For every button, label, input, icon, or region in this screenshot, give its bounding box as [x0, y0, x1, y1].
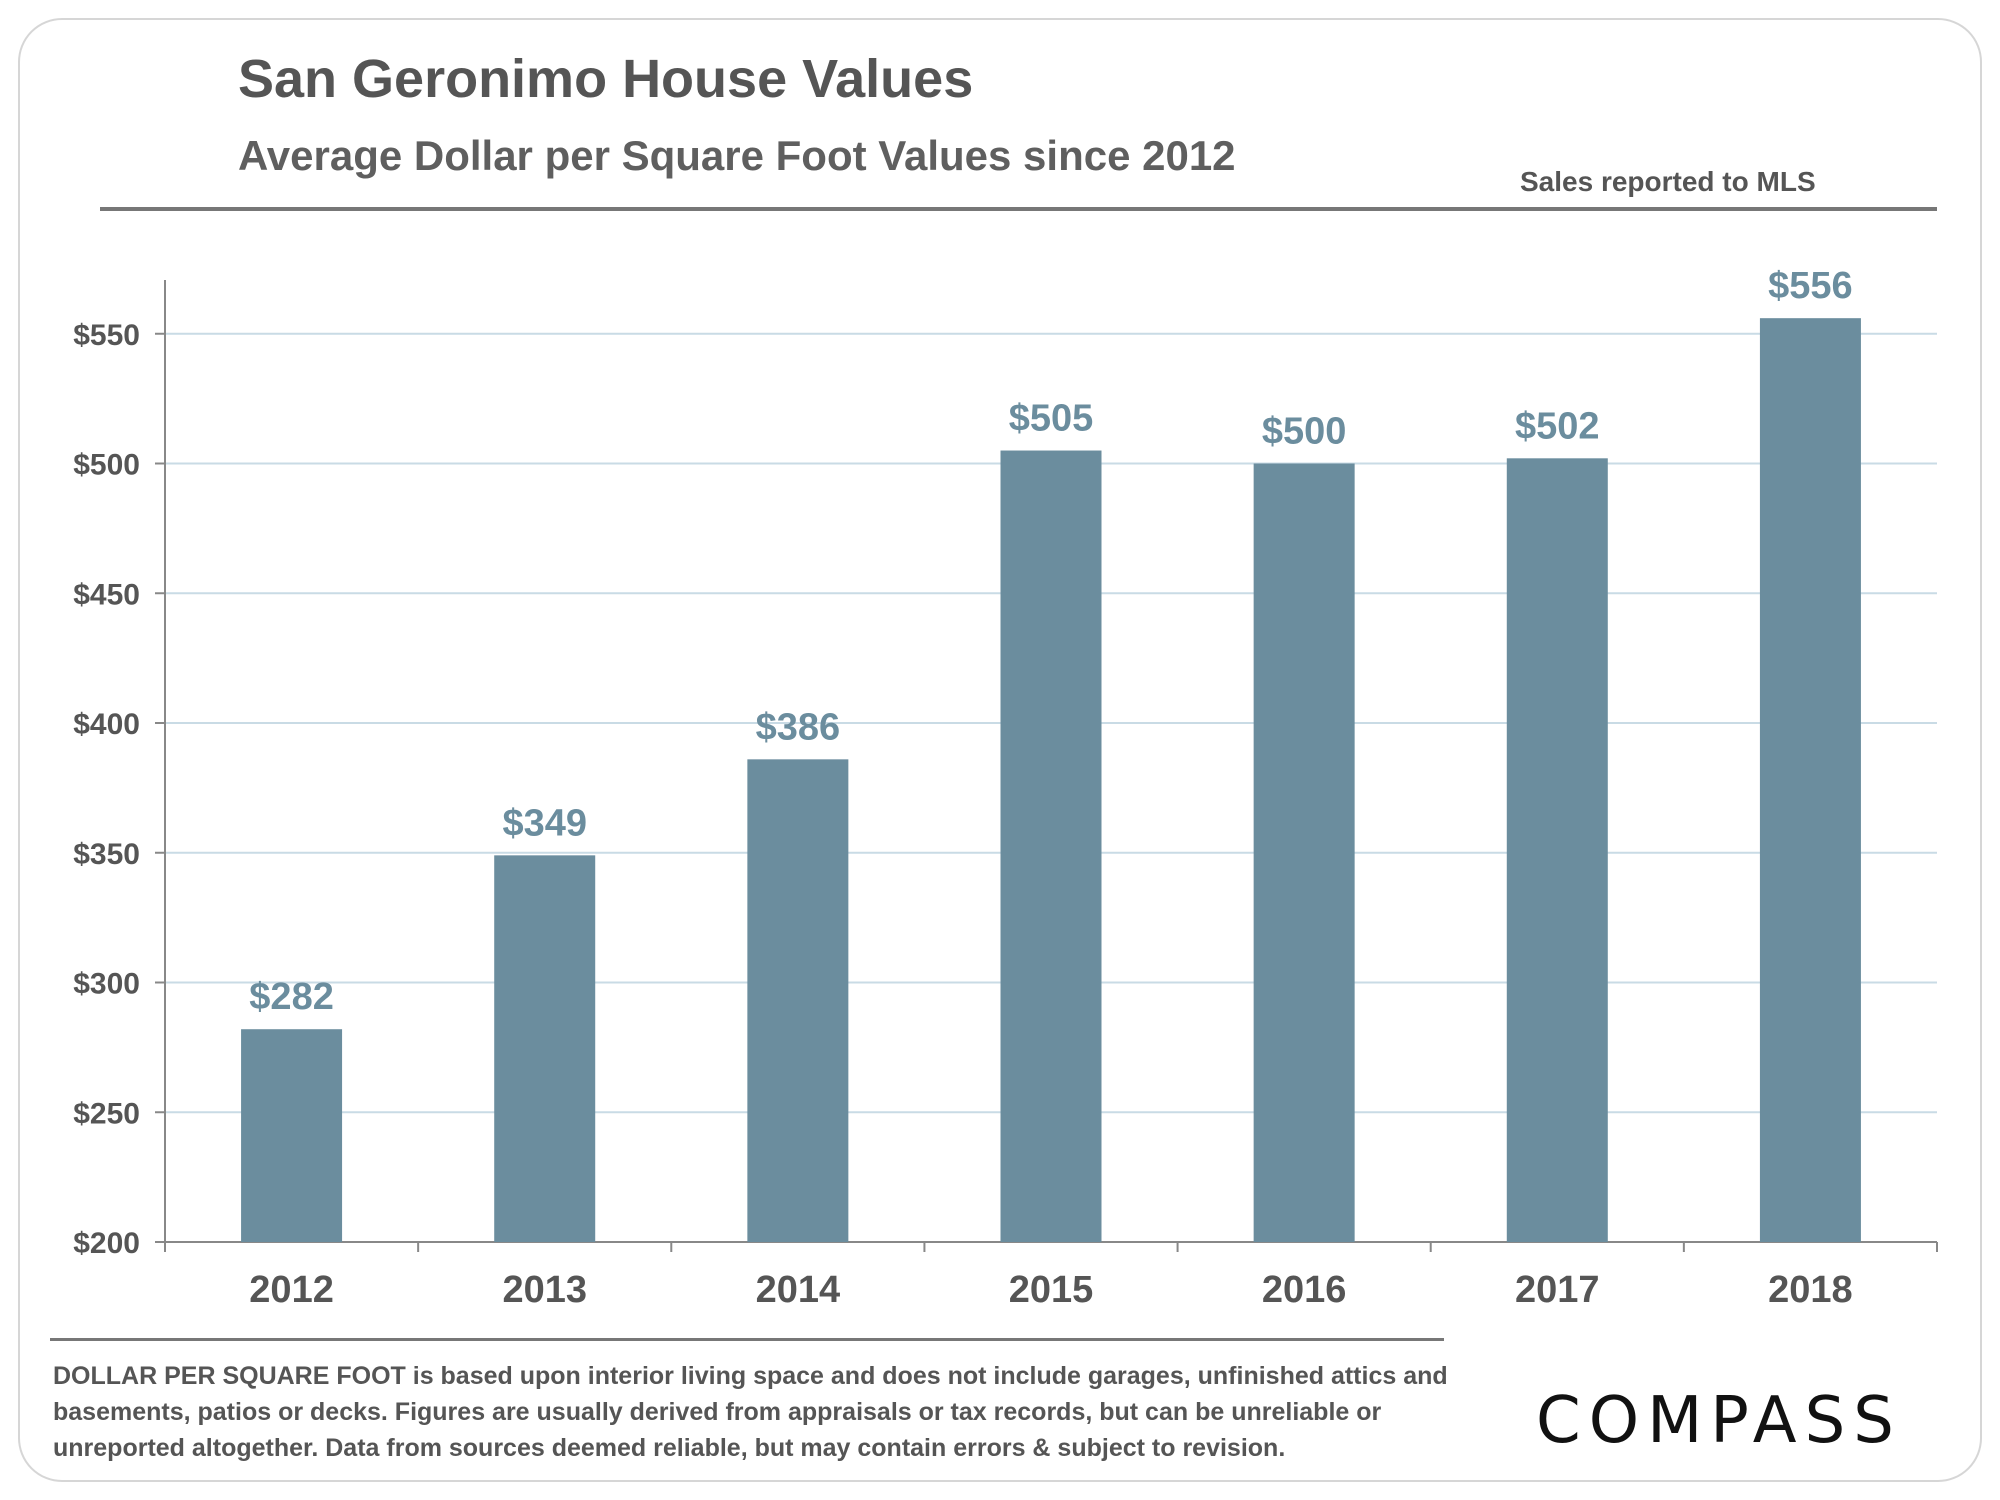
- data-label-2014: $386: [756, 706, 841, 748]
- bar-2014: [747, 759, 849, 1242]
- ytick-label-400: $400: [73, 708, 140, 741]
- bar-2015: [1000, 450, 1102, 1242]
- bar-2018: [1759, 318, 1861, 1242]
- footnote-lead: DOLLAR PER SQUARE FOOT: [53, 1362, 406, 1390]
- ytick-label-200: $200: [73, 1227, 140, 1260]
- footnote-body: is based upon interior living space and …: [53, 1362, 1448, 1462]
- data-label-2018: $556: [1768, 265, 1853, 307]
- data-label-2017: $502: [1515, 405, 1600, 447]
- header-divider: [100, 207, 1937, 211]
- source-note: Sales reported to MLS: [1520, 166, 1816, 197]
- xtick-label-2016: 2016: [1262, 1269, 1347, 1311]
- ytick-label-550: $550: [73, 319, 140, 352]
- chart-title: San Geronimo House Values: [238, 49, 974, 109]
- data-label-2013: $349: [502, 802, 587, 844]
- bar-2016: [1253, 463, 1355, 1242]
- compass-logo: COMPASS: [1536, 1384, 1902, 1458]
- bar-2013: [494, 855, 596, 1242]
- xtick-label-2014: 2014: [756, 1269, 841, 1311]
- xtick-label-2013: 2013: [502, 1269, 587, 1311]
- chart-subtitle: Average Dollar per Square Foot Values si…: [238, 132, 1236, 179]
- xtick-label-2012: 2012: [249, 1269, 334, 1311]
- ytick-label-300: $300: [73, 968, 140, 1001]
- ytick-label-450: $450: [73, 578, 140, 611]
- footnote: DOLLAR PER SQUARE FOOT is based upon int…: [53, 1358, 1453, 1466]
- ytick-label-250: $250: [73, 1097, 140, 1130]
- bar-chart: $200 $250 $300 $350 $400 $450 $500 $550 $282 201…: [73, 265, 1938, 1311]
- chart-card: [18, 18, 1982, 1482]
- data-label-2016: $500: [1262, 411, 1347, 453]
- xtick-label-2018: 2018: [1768, 1269, 1853, 1311]
- data-label-2015: $505: [1009, 398, 1094, 440]
- bar-2012: [241, 1029, 343, 1242]
- xtick-label-2015: 2015: [1009, 1269, 1094, 1311]
- data-label-2012: $282: [249, 976, 334, 1018]
- ytick-label-350: $350: [73, 838, 140, 871]
- xtick-label-2017: 2017: [1515, 1269, 1600, 1311]
- footer-divider: [50, 1338, 1444, 1341]
- bar-2017: [1506, 458, 1608, 1242]
- ytick-label-500: $500: [73, 449, 140, 482]
